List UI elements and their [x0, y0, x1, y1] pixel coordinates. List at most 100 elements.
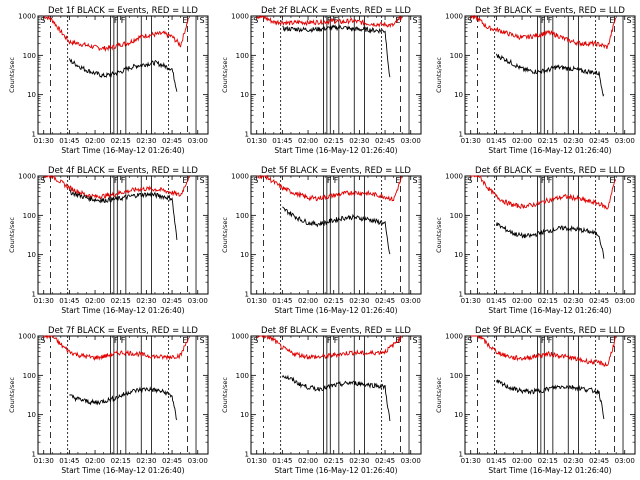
events-series-line: [495, 379, 605, 420]
x-axis-label: Start Time (16-May-12 01:26:40): [488, 466, 611, 475]
events-series-line: [495, 222, 605, 259]
x-tick-label: 01:45: [59, 457, 79, 465]
event-marker-letter: F: [121, 16, 126, 25]
y-tick-label: 10: [454, 251, 463, 259]
x-tick-label: 02:30: [563, 137, 583, 145]
y-tick-label: 100: [236, 212, 249, 220]
x-tick-label: 01:30: [34, 137, 54, 145]
x-tick-label: 03:00: [401, 297, 421, 305]
x-tick-label: 02:30: [563, 457, 583, 465]
events-series-line: [69, 386, 178, 421]
x-tick-label: 02:45: [375, 457, 395, 465]
event-marker-letter: F: [114, 16, 119, 25]
plot-frame: [464, 175, 636, 295]
event-marker-letter: S: [412, 176, 417, 185]
y-axis-label: Counts/sec: [435, 377, 443, 413]
event-marker-letter: S: [253, 176, 258, 185]
event-marker-letter: F: [548, 176, 553, 185]
event-marker-letter: E: [395, 176, 400, 185]
x-tick-label: 02:15: [538, 137, 558, 145]
panel-chart-svg: Det 1f BLACK = Events, RED = LLD 1 10 100 10…: [8, 6, 209, 155]
y-axis-label: Counts/sec: [221, 377, 229, 413]
event-marker-letter: S: [626, 176, 631, 185]
lld-series-line: [43, 175, 190, 200]
y-tick-label: 10: [454, 91, 463, 99]
x-tick-label: 02:15: [324, 297, 344, 305]
y-tick-label: 10: [27, 251, 36, 259]
x-tick-label: 02:15: [538, 457, 558, 465]
event-marker-letter: F: [121, 176, 126, 185]
chart-title: Det 8f BLACK = Events, RED = LLD: [261, 326, 411, 336]
event-marker-letter: F: [541, 16, 546, 25]
x-tick-label: 01:45: [59, 137, 79, 145]
event-marker-letter: S: [626, 336, 631, 345]
event-marker-letter: F: [327, 176, 332, 185]
x-axis-label: Start Time (16-May-12 01:26:40): [488, 146, 611, 155]
x-tick-label: 01:45: [486, 137, 506, 145]
plot-frame: [37, 335, 209, 455]
y-tick-label: 1: [459, 451, 463, 459]
x-axis-label: Start Time (16-May-12 01:26:40): [274, 146, 397, 155]
x-tick-label: 01:45: [272, 297, 292, 305]
y-tick-label: 1: [245, 131, 249, 139]
detector-panel: Det 7f BLACK = Events, RED = LLD 1 10 100 10…: [0, 320, 213, 480]
panel-chart-svg: Det 6f BLACK = Events, RED = LLD 1 10 100 10…: [435, 166, 636, 315]
x-tick-label: 03:00: [188, 297, 208, 305]
event-marker-letter: F: [334, 16, 339, 25]
panel-chart-svg: Det 8f BLACK = Events, RED = LLD 1 10 100 10…: [221, 326, 422, 475]
y-tick-label: 1000: [18, 333, 36, 341]
x-tick-label: 03:00: [615, 297, 635, 305]
plot-frame: [464, 335, 636, 455]
y-tick-label: 100: [450, 212, 463, 220]
x-tick-label: 02:30: [349, 457, 369, 465]
x-tick-label: 03:00: [401, 137, 421, 145]
panel-chart-svg: Det 5f BLACK = Events, RED = LLD 1 10 100 10…: [221, 166, 422, 315]
x-tick-label: 01:45: [486, 297, 506, 305]
x-tick-label: 02:00: [298, 297, 318, 305]
event-marker-letter: F: [548, 16, 553, 25]
y-tick-label: 1000: [18, 173, 36, 181]
x-tick-label: 02:00: [85, 297, 105, 305]
event-marker-letter: S: [412, 16, 417, 25]
x-tick-label: 01:45: [272, 457, 292, 465]
x-axis-label: Start Time (16-May-12 01:26:40): [61, 306, 184, 315]
chart-title: Det 5f BLACK = Events, RED = LLD: [261, 166, 411, 176]
y-tick-label: 10: [240, 411, 249, 419]
plot-frame: [37, 175, 209, 295]
panel-chart-svg: Det 7f BLACK = Events, RED = LLD 1 10 100 10…: [8, 326, 209, 475]
y-tick-label: 1: [459, 131, 463, 139]
event-marker-letter: E: [182, 16, 187, 25]
x-tick-label: 02:45: [589, 137, 609, 145]
x-axis-label: Start Time (16-May-12 01:26:40): [61, 146, 184, 155]
x-axis-label: Start Time (16-May-12 01:26:40): [488, 306, 611, 315]
event-marker-letter: F: [327, 336, 332, 345]
x-tick-label: 02:15: [111, 297, 131, 305]
panel-chart-svg: Det 3f BLACK = Events, RED = LLD 1 10 100 10…: [435, 6, 636, 155]
chart-title: Det 2f BLACK = Events, RED = LLD: [261, 6, 411, 16]
x-tick-label: 02:00: [512, 297, 532, 305]
event-marker-letter: E: [395, 16, 400, 25]
y-tick-label: 1000: [445, 13, 463, 21]
y-tick-label: 1000: [445, 333, 463, 341]
event-marker-letter: F: [334, 176, 339, 185]
event-marker-letter: E: [609, 336, 614, 345]
x-tick-label: 01:30: [34, 297, 54, 305]
x-tick-label: 02:00: [298, 457, 318, 465]
event-marker-letter: S: [199, 336, 204, 345]
event-marker-letter: S: [40, 16, 45, 25]
y-tick-label: 100: [23, 212, 36, 220]
detector-panel: Det 8f BLACK = Events, RED = LLD 1 10 100 10…: [213, 320, 426, 480]
detector-panel: Det 1f BLACK = Events, RED = LLD 1 10 100 10…: [0, 0, 213, 160]
lld-series-line: [43, 14, 189, 53]
x-tick-label: 02:15: [111, 137, 131, 145]
event-marker-letter: S: [467, 176, 472, 185]
event-marker-letter: S: [40, 336, 45, 345]
x-tick-label: 02:45: [162, 297, 182, 305]
y-tick-label: 1: [459, 291, 463, 299]
x-tick-label: 03:00: [188, 457, 208, 465]
lld-series-line: [256, 335, 402, 360]
event-marker-letter: E: [182, 336, 187, 345]
x-tick-label: 03:00: [401, 457, 421, 465]
x-tick-label: 02:15: [538, 297, 558, 305]
